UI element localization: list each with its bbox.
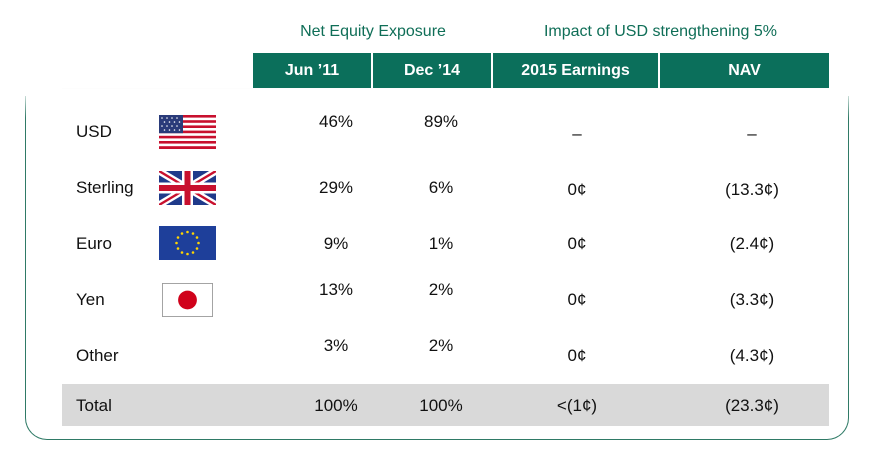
header-2015-earnings: 2015 Earnings	[493, 53, 660, 88]
total-earnings: <(1¢)	[556, 396, 598, 415]
cell-dec: 2%	[428, 280, 454, 299]
cell-earnings: 0¢	[567, 290, 587, 309]
table-row: Other 3% 2% 0¢ (4.3¢)	[62, 336, 829, 376]
frame-fade	[20, 88, 854, 118]
cell-dec: 6%	[428, 178, 454, 197]
row-label: Other	[76, 346, 119, 365]
cell-nav: (13.3¢)	[725, 180, 779, 199]
total-dec: 100%	[419, 396, 463, 415]
eu-flag-icon	[159, 226, 216, 260]
cell-jun: 46%	[318, 112, 354, 131]
net-equity-exposure-title: Net Equity Exposure	[300, 23, 446, 40]
table-row: Yen 13% 2% 0¢ (3.3¢)	[62, 280, 829, 320]
header-dec-14: Dec ’14	[373, 53, 493, 88]
total-label: Total	[76, 396, 112, 415]
total-nav: (23.3¢)	[725, 396, 779, 415]
row-label: USD	[76, 122, 112, 141]
column-header-bar: Jun ’11 Dec ’14 2015 Earnings NAV	[253, 53, 829, 88]
cell-nav: (4.3¢)	[729, 346, 775, 365]
cell-dec: 2%	[428, 336, 454, 355]
table-row: Euro 9% 1% 0¢ (2.4¢)	[62, 224, 829, 264]
table-row: USD 46% 89% – –	[62, 112, 829, 152]
total-jun: 100%	[314, 396, 358, 415]
header-jun-11: Jun ’11	[253, 53, 373, 88]
uk-flag-icon	[159, 171, 216, 205]
total-row: Total 100% 100% <(1¢) (23.3¢)	[62, 384, 829, 426]
cell-jun: 29%	[318, 178, 354, 197]
cell-earnings: 0¢	[567, 346, 587, 365]
header-nav: NAV	[728, 62, 761, 79]
cell-earnings: 0¢	[567, 180, 587, 199]
cell-jun: 13%	[318, 280, 354, 299]
cell-dec: 1%	[428, 234, 454, 253]
us-flag-icon	[159, 115, 216, 149]
row-label: Sterling	[76, 178, 134, 197]
usd-impact-title: Impact of USD strengthening 5%	[543, 23, 777, 40]
row-label: Euro	[76, 234, 112, 253]
cell-earnings: –	[572, 124, 582, 143]
cell-jun: 9%	[323, 234, 349, 253]
cell-nav: (3.3¢)	[729, 290, 775, 309]
table-row: Sterling 29% 6% 0¢ (13.3¢)	[62, 168, 829, 208]
table-frame	[25, 96, 849, 440]
row-label: Yen	[76, 290, 105, 309]
cell-nav: (2.4¢)	[729, 234, 775, 253]
cell-dec: 89%	[423, 112, 459, 131]
cell-nav: –	[747, 124, 757, 143]
cell-jun: 3%	[323, 336, 349, 355]
japan-flag-icon	[162, 283, 213, 317]
cell-earnings: 0¢	[567, 234, 587, 253]
